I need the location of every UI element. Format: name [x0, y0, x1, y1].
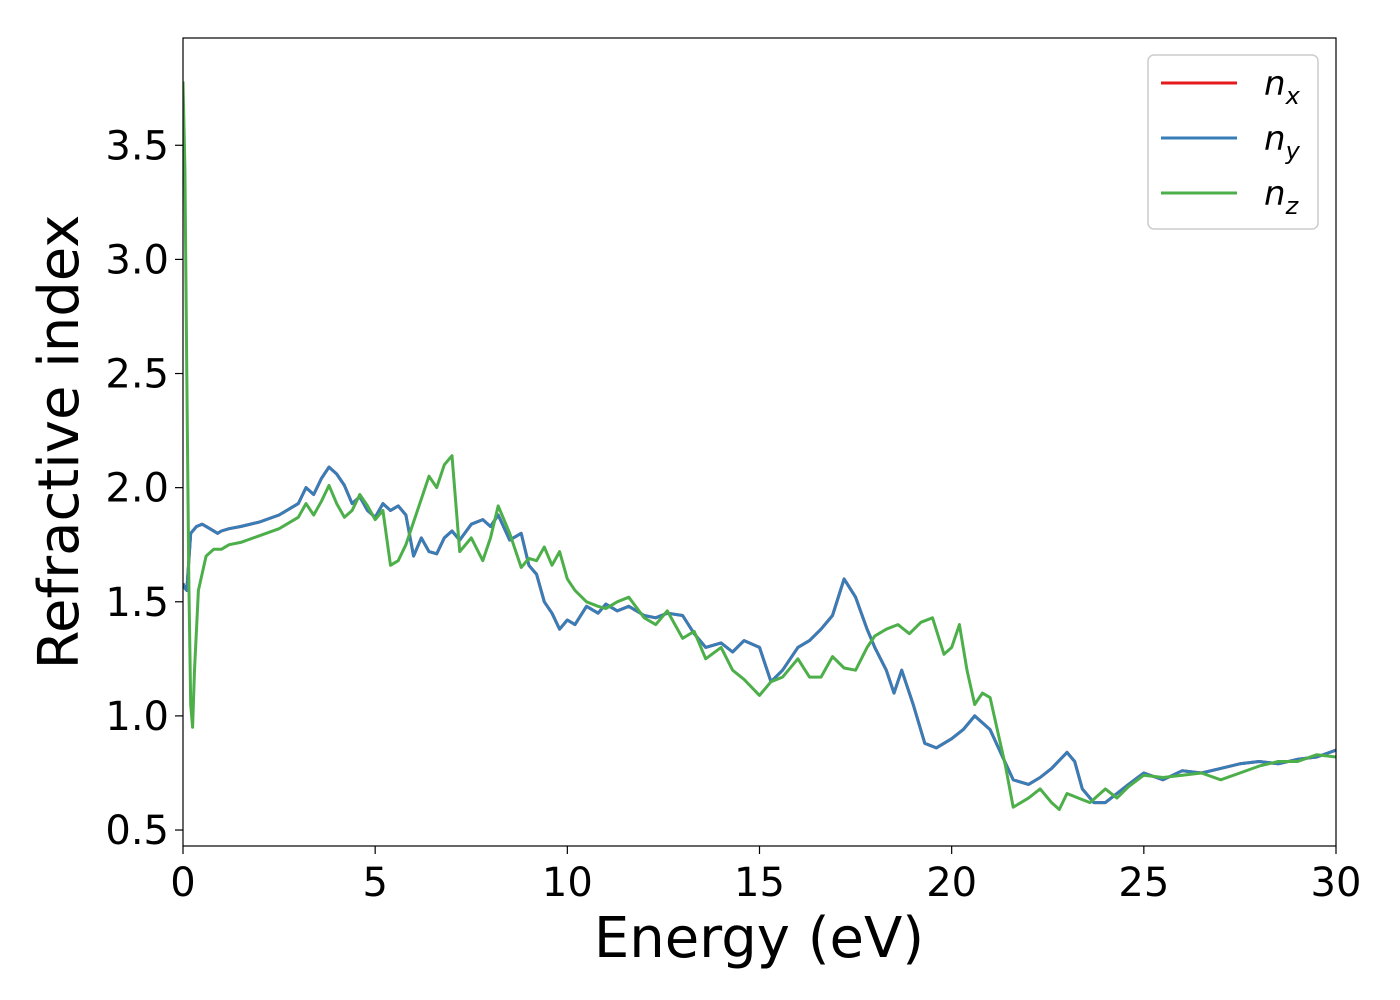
- y-tick-label: 0.5: [105, 808, 169, 854]
- x-tick-label: 15: [734, 860, 785, 906]
- x-tick-label: 30: [1311, 860, 1362, 906]
- y-tick-label: 1.0: [105, 694, 169, 740]
- series-line-ny: [183, 465, 1336, 805]
- y-tick-label: 1.5: [105, 580, 169, 626]
- legend-label-nz: nz: [1264, 174, 1300, 220]
- legend: nx ny nz: [1147, 54, 1319, 230]
- y-axis-title: Refractive index: [27, 215, 92, 670]
- x-tick-label: 25: [1118, 860, 1169, 906]
- x-tick-label: 20: [926, 860, 977, 906]
- x-axis-title: Energy (eV): [594, 906, 924, 971]
- plot-area: [183, 81, 1336, 811]
- x-tick-label: 0: [170, 860, 195, 906]
- y-tick-label: 3.0: [105, 237, 169, 283]
- y-tick-label: 3.5: [105, 123, 169, 169]
- legend-label-nx: nx: [1264, 64, 1301, 110]
- y-tick-label: 2.5: [105, 352, 169, 398]
- y-tick-label: 2.0: [105, 466, 169, 512]
- series-line-nz: [183, 81, 1336, 811]
- axes: 0 5 10 15 20 25 30 0.5 1.0 1.5 2.0 2.5 3.0 3.5: [105, 37, 1362, 906]
- x-tick-label: 10: [542, 860, 593, 906]
- x-tick-label: 5: [362, 860, 387, 906]
- legend-label-ny: ny: [1264, 119, 1301, 165]
- legend-box: [1147, 54, 1319, 230]
